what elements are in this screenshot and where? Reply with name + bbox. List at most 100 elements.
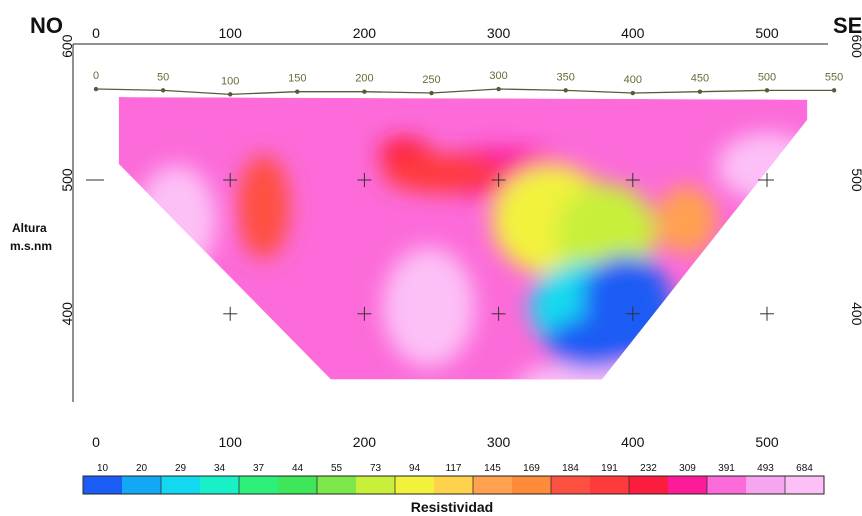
colorbar-swatch-2 — [161, 476, 201, 494]
colorbar-value-391: 391 — [718, 463, 735, 474]
electrode-label-500: 500 — [758, 71, 776, 83]
electrode-point — [563, 88, 568, 93]
x-tick-bottom-100: 100 — [219, 434, 243, 450]
colorbar-swatch-3 — [200, 476, 240, 494]
colorbar-swatch-12 — [551, 476, 591, 494]
x-tick-bottom-400: 400 — [621, 434, 645, 450]
anomaly-7 — [382, 153, 503, 194]
colorbar-swatch-5 — [278, 476, 318, 494]
resistivity-section — [118, 97, 808, 380]
colorbar-value-493: 493 — [757, 463, 774, 474]
colorbar-swatch-9 — [434, 476, 474, 494]
x-tick-top-300: 300 — [487, 25, 511, 41]
anomaly-4 — [237, 154, 290, 259]
electrode-label-200: 200 — [355, 73, 373, 85]
colorbar-swatch-0 — [83, 476, 123, 494]
y-tick-right-500: 500 — [849, 168, 862, 192]
y-tick-left-500: 500 — [59, 168, 75, 192]
electrode-point — [228, 92, 233, 97]
electrode-label-300: 300 — [489, 70, 507, 82]
ylabel-line-2: m.s.nm — [10, 239, 52, 253]
y-tick-left-600: 600 — [59, 34, 75, 58]
colorbar-value-94: 94 — [409, 463, 421, 474]
electrode-point — [362, 89, 367, 94]
label-se: SE — [833, 13, 862, 38]
colorbar-swatch-15 — [668, 476, 708, 494]
x-tick-top-0: 0 — [92, 25, 100, 41]
colorbar-swatch-8 — [395, 476, 435, 494]
colorbar-value-44: 44 — [292, 463, 304, 474]
x-tick-top-500: 500 — [755, 25, 779, 41]
colorbar-value-29: 29 — [175, 463, 187, 474]
electrode-label-0: 0 — [93, 70, 99, 82]
colorbar-value-169: 169 — [523, 463, 540, 474]
x-tick-top-200: 200 — [353, 25, 377, 41]
anomaly-0 — [382, 247, 475, 368]
colorbar-swatch-10 — [473, 476, 513, 494]
electrode-label-150: 150 — [288, 73, 306, 85]
colorbar-value-309: 309 — [679, 463, 696, 474]
colorbar-value-145: 145 — [484, 463, 501, 474]
section-anomalies — [136, 132, 808, 380]
colorbar-value-117: 117 — [446, 463, 462, 474]
colorbar-value-191: 191 — [601, 463, 618, 474]
colorbar-value-20: 20 — [136, 463, 148, 474]
anomaly-2 — [717, 132, 808, 201]
colorbar-swatch-11 — [512, 476, 552, 494]
x-tick-bottom-0: 0 — [92, 434, 100, 450]
colorbar-value-232: 232 — [640, 463, 657, 474]
colorbar-value-684: 684 — [796, 463, 813, 474]
x-tick-bottom-200: 200 — [353, 434, 377, 450]
x-tick-top-100: 100 — [219, 25, 243, 41]
electrode-label-350: 350 — [557, 71, 575, 83]
ylabel-line-1: Altura — [12, 221, 47, 235]
y-tick-left-400: 400 — [59, 302, 75, 326]
electrode-point — [93, 86, 99, 92]
electrode-point — [831, 88, 837, 93]
electrode-label-50: 50 — [157, 71, 169, 83]
colorbar-swatch-7 — [356, 476, 396, 494]
label-no: NO — [30, 13, 63, 38]
anomaly-1 — [515, 361, 656, 380]
colorbar: 10 20 29 34 37 44 55 73 94 117 145 169 184 191 232 309 3… — [82, 463, 825, 495]
colorbar-value-34: 34 — [214, 463, 226, 474]
anomaly-14 — [656, 186, 717, 255]
colorbar-value-10: 10 — [97, 463, 109, 474]
anomaly-3 — [136, 165, 217, 276]
colorbar-value-184: 184 — [562, 463, 579, 474]
electrode-point — [630, 90, 635, 96]
electrode-label-400: 400 — [624, 74, 642, 86]
colorbar-swatch-1 — [122, 476, 162, 494]
electrode-point — [496, 86, 501, 92]
x-tick-bottom-300: 300 — [487, 434, 511, 450]
colorbar-label: Resistividad — [411, 499, 493, 515]
x-tick-bottom-500: 500 — [755, 434, 779, 450]
colorbar-swatch-17 — [746, 476, 786, 494]
topography-line: 0 50 100 150 200 250 300 350 400 450 500 550 — [93, 70, 843, 97]
electrode-label-550: 550 — [825, 71, 843, 83]
electrode-point — [295, 89, 300, 94]
colorbar-value-73: 73 — [370, 463, 382, 474]
topography-polyline — [95, 88, 835, 96]
electrode-point — [764, 88, 770, 93]
electrode-point — [429, 90, 434, 96]
anomaly-13 — [546, 317, 639, 370]
colorbar-swatch-14 — [629, 476, 669, 494]
colorbar-swatch-18 — [785, 476, 825, 494]
colorbar-swatch-6 — [317, 476, 357, 494]
electrode-label-250: 250 — [422, 74, 440, 86]
electrode-label-100: 100 — [221, 75, 239, 87]
colorbar-swatch-13 — [590, 476, 630, 494]
y-tick-right-600: 600 — [849, 35, 862, 59]
electrode-point — [697, 89, 703, 94]
colorbar-swatch-4 — [239, 476, 279, 494]
colorbar-value-55: 55 — [331, 463, 343, 474]
colorbar-value-37: 37 — [253, 463, 265, 474]
x-tick-top-400: 400 — [621, 25, 645, 41]
colorbar-swatch-16 — [707, 476, 747, 494]
electrode-label-450: 450 — [691, 73, 709, 85]
y-tick-right-400: 400 — [849, 302, 862, 326]
electrode-point — [160, 88, 166, 93]
